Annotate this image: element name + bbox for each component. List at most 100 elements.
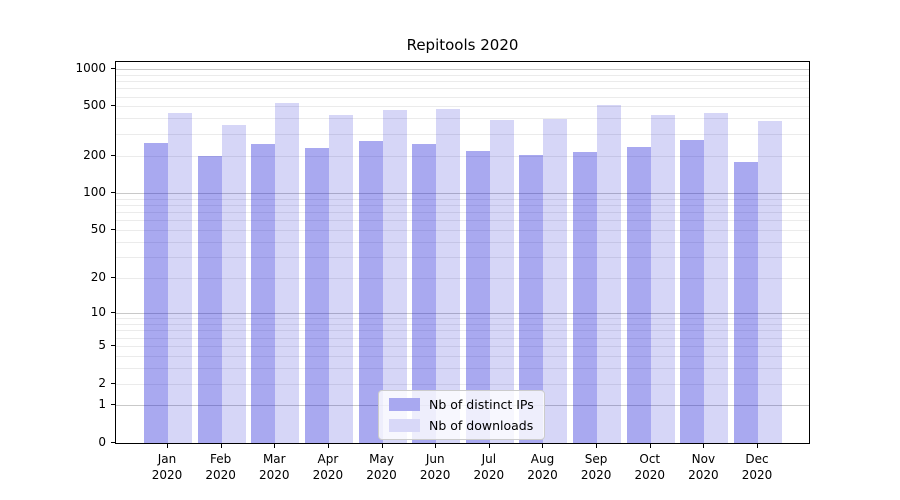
gridline-minor: [116, 118, 809, 120]
legend-label-downloads: Nb of downloads: [429, 418, 534, 433]
gridline-minor: [116, 88, 809, 90]
bar-downloads-sep: [597, 104, 622, 443]
y-tick-mark: [111, 277, 115, 279]
x-tick-label-oct: Oct 2020: [634, 452, 666, 482]
legend: Nb of distinct IPs Nb of downloads: [378, 390, 545, 440]
gridline-minor: [116, 205, 809, 207]
x-tick-label-mar: Mar 2020: [258, 452, 290, 482]
x-tick-label-jul: Jul 2020: [473, 452, 505, 482]
y-tick-label: 2: [98, 375, 106, 390]
legend-swatch-downloads: [389, 419, 420, 432]
gridline-minor: [116, 345, 809, 347]
y-tick-label: 1: [98, 397, 106, 412]
y-tick-mark: [111, 404, 115, 406]
x-tick-label-may: May 2020: [366, 452, 397, 482]
bar-downloads-feb: [221, 124, 246, 443]
x-tick-mark: [167, 444, 168, 448]
y-tick-mark: [111, 442, 115, 443]
gridline-minor: [116, 257, 809, 259]
y-tick-label: 200: [83, 147, 106, 162]
bar-distinct-ips-feb: [197, 155, 222, 443]
y-tick-mark: [111, 105, 115, 107]
gridline-minor: [116, 383, 809, 385]
gridline-minor: [116, 355, 809, 357]
y-tick-label: 1000: [75, 60, 106, 75]
gridline-minor: [116, 212, 809, 214]
bar-distinct-ips-dec: [734, 162, 759, 443]
gridline-major: [116, 313, 809, 315]
gridline-minor: [116, 241, 809, 243]
bar-downloads-jul: [489, 119, 514, 443]
x-tick-mark: [703, 444, 705, 448]
gridline-minor: [116, 318, 809, 320]
x-tick-label-sep: Sep 2020: [580, 452, 612, 482]
legend-swatch-distinct-ips: [389, 398, 420, 411]
x-tick-mark: [220, 444, 222, 448]
y-tick-label: 20: [90, 270, 106, 285]
x-tick-label-jun: Jun 2020: [419, 452, 451, 482]
gridline-minor: [116, 80, 809, 82]
gridline-minor: [116, 337, 809, 339]
gridline-minor: [116, 74, 809, 76]
y-tick-mark: [111, 344, 115, 346]
y-tick-label: 50: [90, 222, 106, 237]
bar-distinct-ips-sep: [573, 151, 598, 443]
x-tick-label-aug: Aug 2020: [527, 452, 558, 482]
gridline-minor: [116, 133, 809, 135]
gridline-minor: [116, 330, 809, 332]
y-tick-mark: [111, 229, 115, 231]
y-tick-mark: [111, 312, 115, 314]
bar-downloads-may: [382, 110, 407, 443]
x-tick-mark: [327, 444, 329, 448]
chart-title: Repitools 2020: [406, 36, 519, 54]
gridline-major: [116, 193, 809, 195]
y-tick-label: 5: [98, 337, 106, 352]
x-tick-mark: [274, 444, 276, 448]
x-tick-mark: [596, 444, 598, 448]
gridline-minor: [116, 324, 809, 326]
x-tick-label-dec: Dec 2020: [741, 452, 773, 482]
x-tick-label-feb: Feb 2020: [205, 452, 236, 482]
bar-downloads-oct: [650, 115, 675, 443]
bar-distinct-ips-nov: [680, 139, 705, 443]
y-tick-mark: [111, 382, 115, 384]
y-tick-mark: [111, 67, 115, 69]
bar-downloads-jun: [436, 108, 461, 443]
bar-downloads-jan: [168, 112, 192, 443]
gridline-minor: [116, 106, 809, 108]
gridline-minor: [116, 155, 809, 157]
y-tick-mark: [111, 192, 115, 194]
x-tick-mark: [542, 444, 544, 448]
bar-downloads-nov: [704, 113, 729, 443]
y-tick-label: 100: [83, 185, 106, 200]
x-tick-label-apr: Apr 2020: [312, 452, 344, 482]
bar-distinct-ips-jan: [144, 142, 168, 443]
y-tick-label: 10: [90, 305, 106, 320]
x-tick-label-nov: Nov 2020: [688, 452, 719, 482]
bar-downloads-aug: [543, 119, 568, 443]
gridline-minor: [116, 220, 809, 222]
x-tick-mark: [649, 444, 651, 448]
bar-distinct-ips-oct: [626, 147, 651, 443]
gridline-minor: [116, 96, 809, 98]
y-tick-mark: [111, 154, 115, 156]
y-tick-label: 0: [98, 435, 106, 449]
x-tick-mark: [435, 444, 437, 448]
bar-distinct-ips-apr: [304, 148, 329, 443]
legend-label-distinct-ips: Nb of distinct IPs: [429, 397, 534, 412]
bar-downloads-mar: [275, 102, 300, 443]
y-tick-label: 500: [83, 98, 106, 113]
legend-item-distinct-ips: Nb of distinct IPs: [389, 397, 534, 412]
x-tick-mark: [381, 444, 383, 448]
bar-distinct-ips-mar: [251, 143, 276, 443]
bar-downloads-dec: [758, 120, 783, 443]
gridline-minor: [116, 198, 809, 200]
x-tick-mark: [757, 444, 759, 448]
gridline-minor: [116, 230, 809, 232]
gridline-minor: [116, 367, 809, 369]
legend-item-downloads: Nb of downloads: [389, 418, 534, 433]
x-tick-label-jan: Jan 2020: [151, 452, 183, 482]
gridline-major: [116, 68, 809, 70]
gridline-minor: [116, 278, 809, 280]
